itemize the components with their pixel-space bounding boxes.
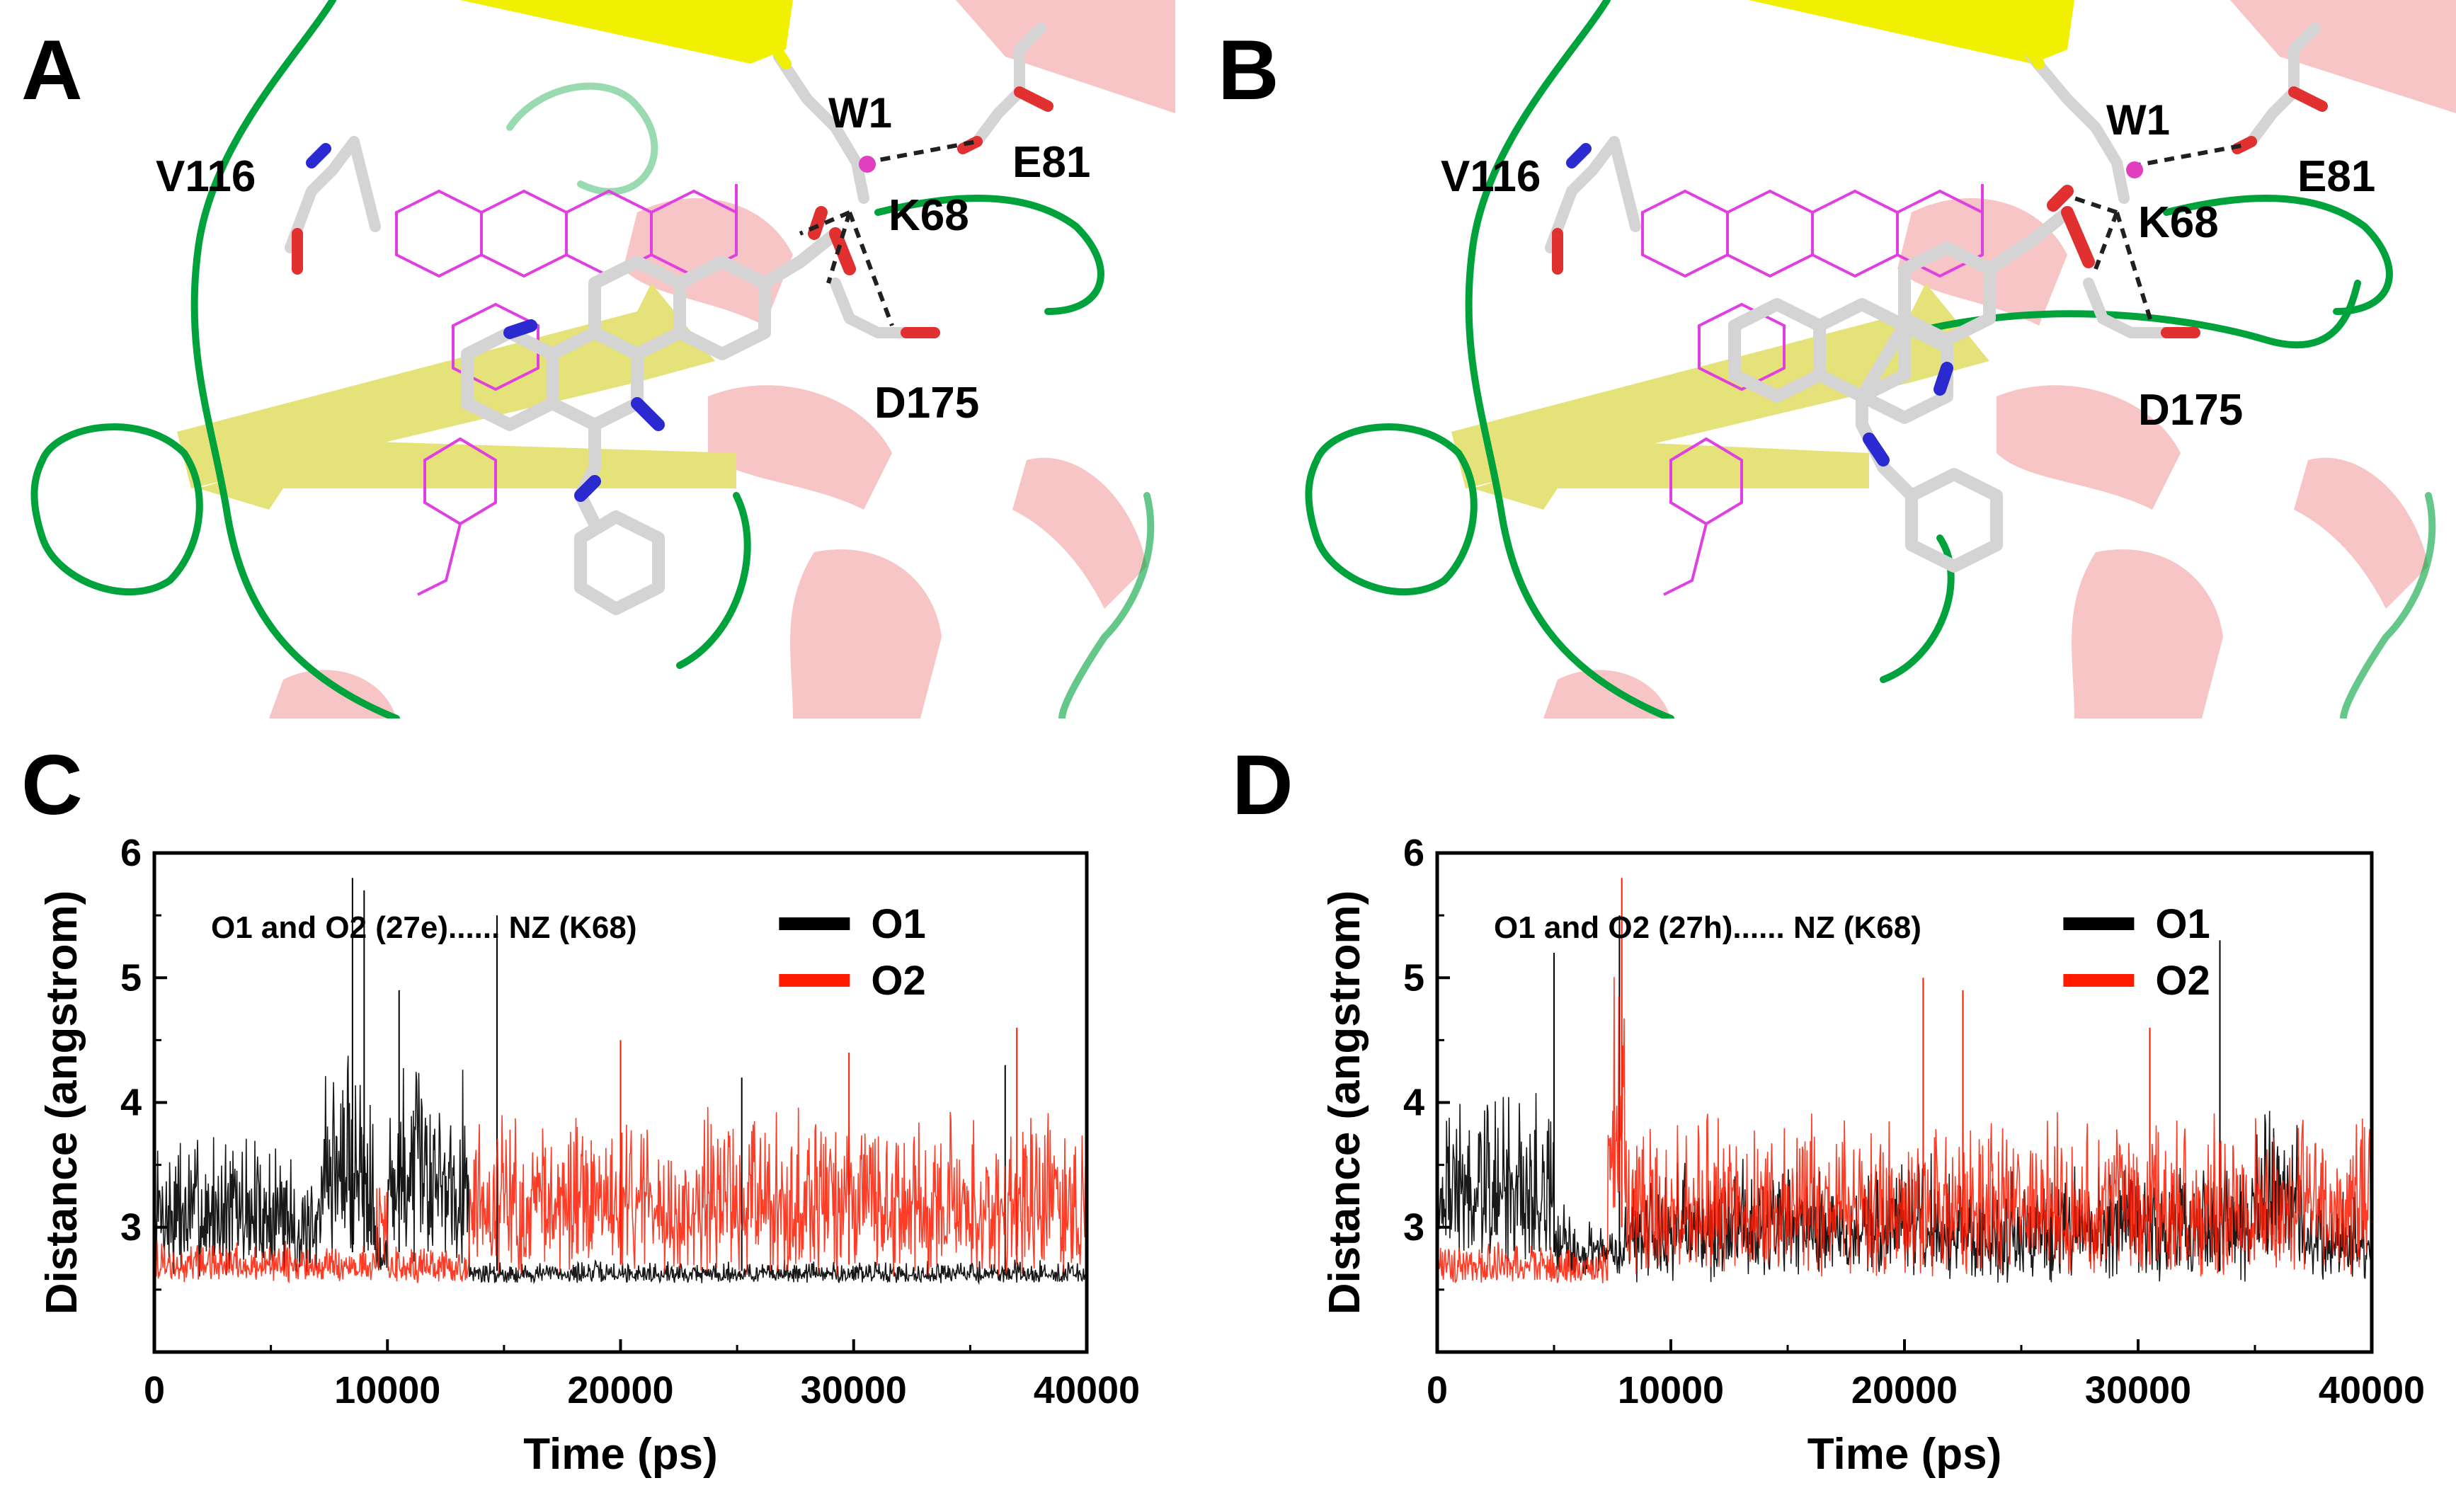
- x-tick-label: 30000: [2085, 1369, 2191, 1411]
- legend-label-o1: O1: [871, 901, 925, 947]
- y-axis-label: Distance (angstrom): [38, 890, 86, 1315]
- residue-label-d175: D175: [874, 379, 979, 428]
- series-o2-line: [1437, 977, 2372, 1283]
- reference-ligand: [1641, 184, 1984, 596]
- y-tick-label: 5: [120, 956, 142, 999]
- panel-letter-d: D: [1232, 738, 1293, 832]
- series-o1-line: [154, 1055, 1087, 1285]
- loop-coil: [30, 0, 1155, 718]
- chart-d-distance-plot: 0 10000 20000 30000 40000 3 4 5 6 Time (ps) Distan…: [1320, 832, 2425, 1479]
- residue-label-e81: E81: [2297, 152, 2375, 201]
- residue-sticks: [1545, 23, 2328, 338]
- ligand-27h-sticks: [1728, 185, 2095, 573]
- residue-label-k68: K68: [889, 191, 969, 240]
- legend-label-o2: O2: [871, 958, 925, 1004]
- water-w1: [2126, 161, 2143, 178]
- water-w1: [859, 156, 876, 173]
- legend-label-o2: O2: [2155, 958, 2210, 1004]
- x-tick-label: 40000: [2319, 1369, 2425, 1411]
- y-tick-label: 3: [120, 1206, 142, 1249]
- y-tick-label: 4: [120, 1082, 142, 1124]
- panel-a-structure: V116 W1 E81 K68 D175: [30, 0, 1175, 718]
- x-tick-label: 10000: [334, 1369, 440, 1411]
- x-tick-label: 20000: [1851, 1369, 1958, 1411]
- residue-label-w1: W1: [2106, 96, 2170, 144]
- y-tick-label: 4: [1403, 1082, 1424, 1124]
- x-tick-label: 30000: [801, 1369, 907, 1411]
- reference-ligand: [395, 184, 738, 596]
- y-tick-label: 6: [1403, 832, 1424, 874]
- residue-label-v116: V116: [1441, 152, 1541, 201]
- x-tick-label: 40000: [1034, 1369, 1140, 1411]
- chart-c-distance-plot: 0 10000 20000 30000 40000 3 4 5 6 Time (ps) Distan…: [38, 832, 1140, 1479]
- series-o2-trace: [154, 1027, 1087, 1284]
- loop-coil: [1305, 0, 2436, 718]
- panel-letter-a: A: [21, 23, 83, 118]
- series-o2-trace: [1437, 878, 2372, 1283]
- y-axis-label: Distance (angstrom): [1320, 890, 1369, 1315]
- residue-label-v116: V116: [156, 152, 256, 201]
- helix-ribbons: [1543, 0, 2456, 718]
- y-tick-label: 3: [1403, 1206, 1424, 1249]
- panel-b-structure: V116 W1 E81 K68 D175: [1305, 0, 2456, 718]
- x-tick-label: 0: [144, 1369, 165, 1411]
- legend-label-o1: O1: [2155, 901, 2210, 947]
- y-tick-label: 5: [1403, 956, 1424, 999]
- plot-annotation: O1 and O2 (27h)...... NZ (K68): [1494, 910, 1921, 945]
- panel-letter-b: B: [1218, 23, 1279, 118]
- hydrogen-bonds: [799, 139, 978, 327]
- x-tick-label: 0: [1427, 1369, 1448, 1411]
- residue-label-e81: E81: [1012, 138, 1090, 187]
- x-axis-label: Time (ps): [523, 1430, 717, 1479]
- y-tick-label: 6: [120, 832, 142, 874]
- x-tick-label: 10000: [1618, 1369, 1724, 1411]
- residue-label-k68: K68: [2138, 198, 2219, 247]
- residue-sticks: [285, 23, 1053, 338]
- panel-letter-c: C: [21, 738, 83, 832]
- hydrogen-bonds: [2074, 143, 2245, 326]
- series-o1-trace: [154, 878, 1087, 1285]
- residue-label-d175: D175: [2138, 386, 2243, 435]
- plot-annotation: O1 and O2 (27e)...... NZ (K68): [211, 910, 636, 945]
- x-axis-label: Time (ps): [1807, 1430, 2001, 1479]
- helix-ribbons: [269, 0, 1175, 718]
- ligand-27e-sticks: [461, 206, 856, 615]
- x-tick-label: 20000: [567, 1369, 673, 1411]
- residue-label-w1: W1: [828, 89, 892, 137]
